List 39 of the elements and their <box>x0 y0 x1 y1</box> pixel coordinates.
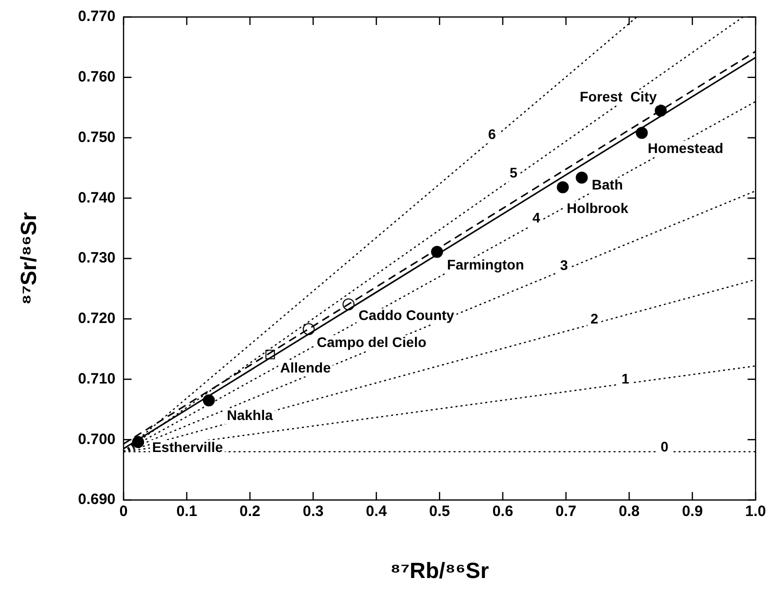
x-tick-label: 1.0 <box>745 503 766 520</box>
annotation: Estherville <box>152 438 224 455</box>
x-tick-label: 0.5 <box>429 503 450 520</box>
y-tick-label: 0.690 <box>78 491 116 508</box>
annotation: 6 <box>488 126 496 142</box>
y-tick-label: 0.730 <box>78 250 116 267</box>
x-axis-title: ⁸⁷Rb/⁸⁶Sr <box>390 558 490 584</box>
annotation: Forest City <box>580 88 657 104</box>
y-axis-title: ⁸⁷Sr/⁸⁶Sr <box>16 212 42 305</box>
annotation: Homestead <box>648 140 724 156</box>
x-tick-label: 0.4 <box>366 503 388 520</box>
annotation: 3 <box>560 256 568 273</box>
annotation: Campo del Cielo <box>316 334 426 350</box>
x-tick-label: 0.2 <box>240 503 260 520</box>
y-tick-label: 0.760 <box>78 68 116 86</box>
x-tick-label: 0.8 <box>618 503 640 520</box>
y-tick-label: 0.700 <box>78 430 116 448</box>
x-tick-label: 0.7 <box>556 503 576 520</box>
x-tick-label: 0.9 <box>682 503 703 520</box>
y-tick-label: 0.740 <box>78 189 116 206</box>
annotation: 1 <box>621 370 630 386</box>
annotation: Farmington <box>447 256 524 273</box>
x-tick-label: 0.3 <box>302 503 324 520</box>
y-tick-label: 0.710 <box>78 370 116 388</box>
y-tick-label: 0.750 <box>78 128 116 146</box>
annotation: Allende <box>280 359 331 376</box>
annotation: Caddo County <box>358 307 454 324</box>
y-tick-label: 0.770 <box>78 8 116 26</box>
annotation: 5 <box>510 164 518 180</box>
x-tick-label: 0 <box>119 503 128 520</box>
annotation: Bath <box>592 176 623 192</box>
annotation: Holbrook <box>566 200 628 216</box>
annotation: 0 <box>660 438 669 455</box>
y-tick-label: 0.720 <box>78 310 116 328</box>
x-tick-label: 0.1 <box>176 503 198 520</box>
x-tick-label: 0.6 <box>492 503 514 520</box>
annotation: 2 <box>590 310 599 327</box>
annotation: 4 <box>532 210 540 226</box>
annotation: Nakhla <box>226 407 273 424</box>
